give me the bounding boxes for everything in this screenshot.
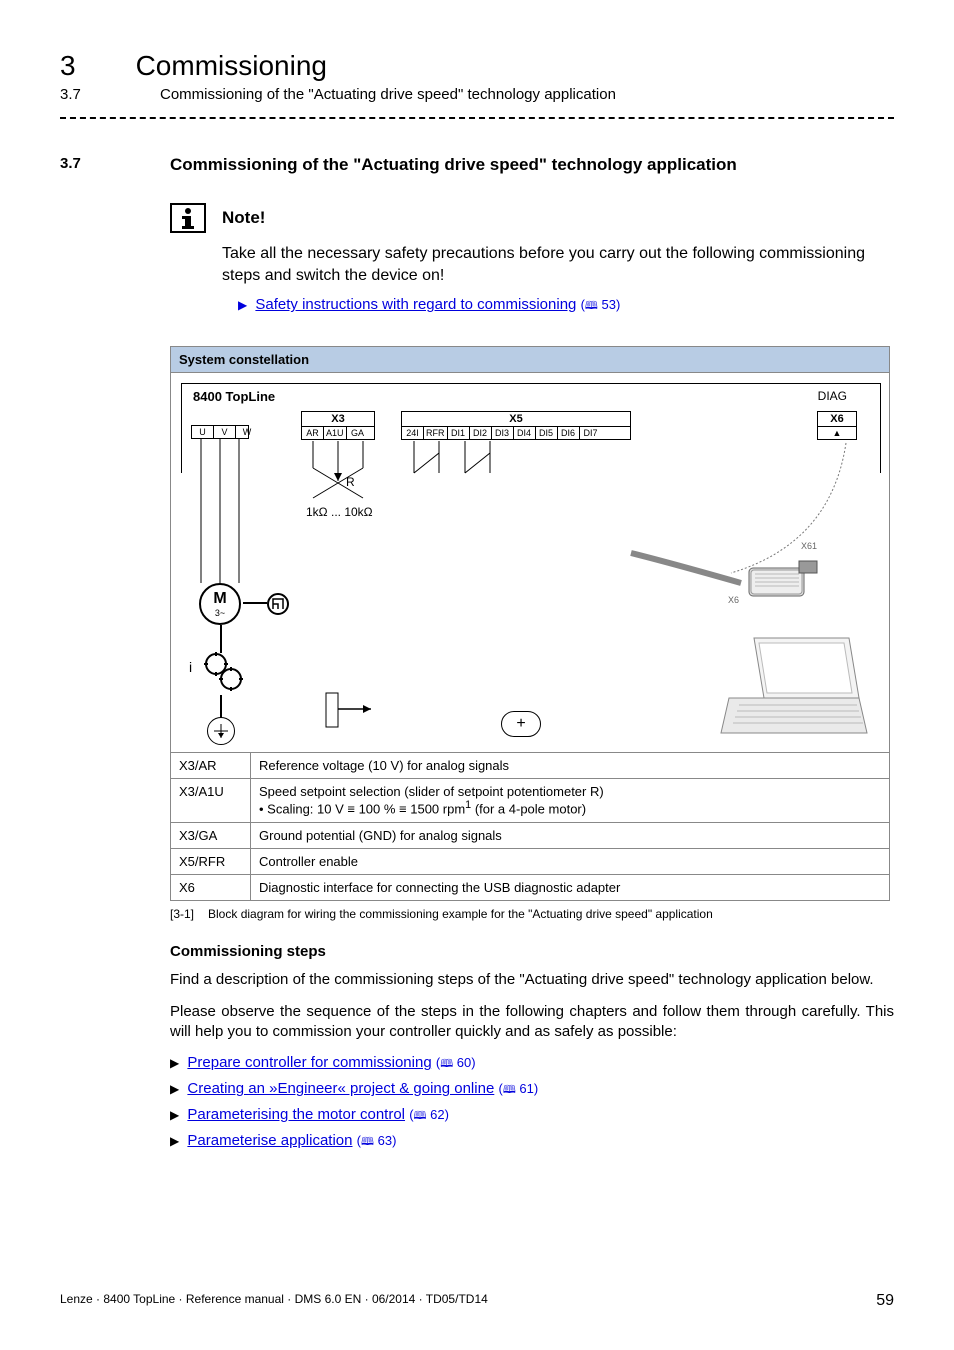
chapter-title: Commissioning xyxy=(136,50,327,82)
plus-big-icon xyxy=(207,717,235,745)
step-link[interactable]: Creating an »Engineer« project & going o… xyxy=(187,1080,494,1097)
gear-icon xyxy=(201,649,245,702)
info-icon xyxy=(170,203,206,233)
table-row: X5/RFRController enable xyxy=(171,848,890,874)
footer-text: Lenze · 8400 TopLine · Reference manual … xyxy=(60,1292,488,1310)
figure-caption: [3-1] Block diagram for wiring the commi… xyxy=(170,907,894,921)
page-footer: Lenze · 8400 TopLine · Reference manual … xyxy=(60,1292,894,1310)
note-body: Take all the necessary safety precaution… xyxy=(222,243,894,286)
system-diagram: 8400 TopLine DIAG U V W X3 AR A1U GA xyxy=(171,373,890,753)
steps-list: ▶ Prepare controller for commissioning (… xyxy=(170,1054,894,1152)
table-row: X3/A1U Speed setpoint selection (slider … xyxy=(171,779,890,822)
section-title: Commissioning of the "Actuating drive sp… xyxy=(170,155,894,175)
system-header: System constellation xyxy=(171,347,890,373)
chapter-number: 3 xyxy=(60,50,76,82)
divider xyxy=(60,117,894,119)
steps-p1: Find a description of the commissioning … xyxy=(170,970,894,990)
r-range: 1kΩ ... 10kΩ xyxy=(306,505,373,519)
adapter-icon xyxy=(729,553,819,616)
step-link[interactable]: Parameterising the motor control xyxy=(187,1106,405,1123)
section-number: 3.7 xyxy=(60,155,81,172)
table-row: X3/ARReference voltage (10 V) for analog… xyxy=(171,753,890,779)
step-link[interactable]: Parameterise application xyxy=(187,1132,352,1149)
table-row: X3/GAGround potential (GND) for analog s… xyxy=(171,822,890,848)
steps-heading: Commissioning steps xyxy=(170,943,894,960)
section-title-top: Commissioning of the "Actuating drive sp… xyxy=(160,86,616,103)
laptop-icon xyxy=(719,633,869,746)
note-link[interactable]: Safety instructions with regard to commi… xyxy=(255,296,576,313)
note-block: Note! Take all the necessary safety prec… xyxy=(170,203,894,316)
i-label: i xyxy=(189,659,192,675)
steps-p2: Please observe the sequence of the steps… xyxy=(170,1002,894,1043)
system-table: System constellation 8400 TopLine DIAG U… xyxy=(170,346,890,900)
note-link-page: (🕮 53) xyxy=(581,297,621,312)
arrow-icon: ▶ xyxy=(238,298,247,312)
page-number: 59 xyxy=(876,1292,894,1310)
section-number-top: 3.7 xyxy=(60,86,100,103)
r-label: R xyxy=(346,475,355,489)
motor-icon: M 3~ xyxy=(199,583,241,625)
step-link[interactable]: Prepare controller for commissioning xyxy=(187,1054,431,1071)
table-row: X6Diagnostic interface for connecting th… xyxy=(171,874,890,900)
plus-small-icon: + xyxy=(501,711,541,737)
note-title: Note! xyxy=(222,208,265,228)
x61-label: X61 xyxy=(801,541,817,551)
x6b-label: X6 xyxy=(728,595,739,605)
